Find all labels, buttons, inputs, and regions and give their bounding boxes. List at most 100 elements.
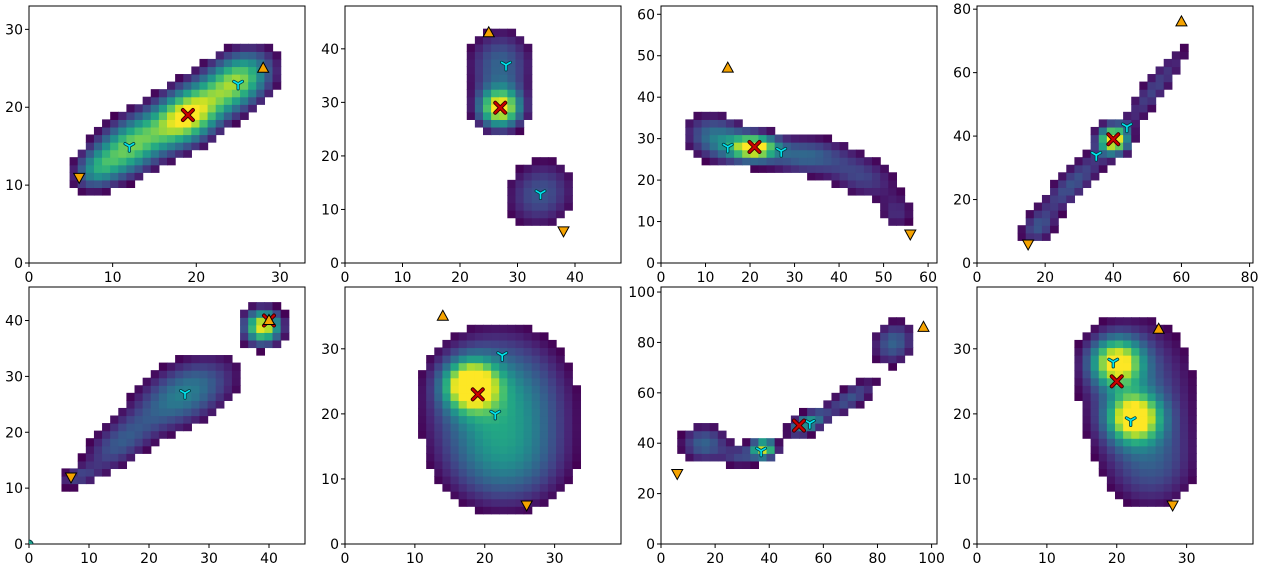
- density-cell: [564, 460, 573, 470]
- density-cell: [507, 111, 517, 120]
- density-cell: [118, 430, 128, 439]
- density-cell: [1155, 407, 1165, 417]
- density-cell: [507, 385, 517, 394]
- density-cell: [142, 407, 152, 417]
- density-cell: [1179, 355, 1189, 364]
- density-cell: [547, 415, 557, 424]
- density-cell: [539, 423, 549, 432]
- density-cell: [758, 438, 768, 447]
- density-cell: [1098, 126, 1108, 136]
- density-cell: [531, 423, 541, 432]
- density-cell: [507, 430, 517, 439]
- density-cell: [507, 438, 517, 447]
- density-cell: [474, 453, 484, 462]
- density-cell: [701, 142, 711, 151]
- density-cell: [483, 339, 492, 349]
- density-cell: [515, 164, 525, 173]
- density-cell: [118, 172, 128, 181]
- density-cell: [1106, 430, 1116, 439]
- density-cell: [118, 460, 128, 470]
- density-cell: [523, 332, 533, 341]
- density-cell: [1074, 370, 1084, 379]
- density-cell: [1171, 377, 1181, 386]
- density-cell: [1163, 385, 1173, 394]
- density-cell: [240, 111, 249, 120]
- density-cell: [547, 194, 557, 204]
- density-cell: [77, 475, 87, 485]
- y-tick-label: 30: [321, 95, 339, 111]
- density-cell: [499, 362, 508, 371]
- density-cell: [85, 453, 95, 462]
- x-tick-label: 40: [260, 551, 278, 564]
- density-cell: [701, 126, 711, 136]
- density-cell: [215, 58, 225, 68]
- density-cell: [1188, 460, 1197, 470]
- density-cell: [207, 392, 217, 401]
- peak-marker: [179, 389, 191, 400]
- density-cell: [499, 423, 508, 432]
- density-cell: [1163, 355, 1173, 364]
- density-cell: [1139, 81, 1149, 90]
- density-cell: [442, 475, 452, 485]
- density-cell: [256, 324, 266, 333]
- density-cell: [539, 385, 549, 394]
- density-cell: [215, 81, 225, 90]
- density-cell: [1098, 332, 1108, 341]
- density-cell: [774, 445, 784, 454]
- density-cell: [855, 385, 865, 394]
- density-cell: [1106, 149, 1116, 158]
- density-cell: [709, 111, 719, 120]
- density-cell: [199, 58, 209, 68]
- density-cell: [118, 438, 128, 447]
- density-cell: [799, 430, 808, 439]
- density-cell: [1041, 202, 1051, 211]
- density-cell: [556, 172, 565, 181]
- density-cell: [102, 179, 111, 189]
- density-cell: [491, 385, 500, 394]
- y-tick-label: 80: [953, 2, 971, 18]
- density-cell: [434, 355, 444, 364]
- density-cell: [491, 347, 500, 356]
- density-cell: [766, 149, 776, 158]
- density-cell: [515, 415, 525, 424]
- x-tick-label: 20: [741, 270, 759, 286]
- density-cell: [790, 142, 800, 151]
- density-cell: [1033, 232, 1043, 241]
- density-cell: [1098, 362, 1108, 371]
- density-cell: [507, 423, 517, 432]
- density-cell: [1188, 430, 1197, 439]
- density-cell: [248, 81, 257, 90]
- density-cell: [556, 430, 565, 439]
- density-cell: [872, 179, 881, 189]
- density-cell: [1050, 187, 1059, 196]
- density-cell: [102, 453, 111, 462]
- density-cell: [499, 506, 508, 515]
- density-cell: [807, 415, 816, 424]
- density-cell: [1179, 438, 1189, 447]
- density-cell: [426, 430, 435, 439]
- density-cell: [191, 400, 201, 409]
- density-cell: [1163, 438, 1173, 447]
- density-cell: [717, 134, 727, 143]
- density-cell: [1163, 392, 1173, 401]
- density-cell: [531, 453, 541, 462]
- density-cell: [272, 66, 282, 75]
- density-cell: [167, 415, 176, 424]
- density-cell: [1115, 126, 1124, 136]
- density-cell: [231, 111, 241, 120]
- density-cell: [523, 172, 533, 181]
- density-cell: [1123, 460, 1132, 470]
- density-cell: [531, 460, 541, 470]
- density-cell: [118, 111, 128, 120]
- density-cell: [539, 355, 549, 364]
- density-cell: [183, 407, 192, 417]
- density-cell: [515, 339, 525, 349]
- density-cell: [175, 362, 184, 371]
- density-cell: [507, 468, 517, 477]
- density-cell: [102, 430, 111, 439]
- density-cell: [539, 347, 549, 356]
- density-cell: [183, 149, 192, 158]
- density-cell: [1033, 202, 1043, 211]
- density-cell: [1098, 157, 1108, 166]
- density-cell: [556, 164, 565, 173]
